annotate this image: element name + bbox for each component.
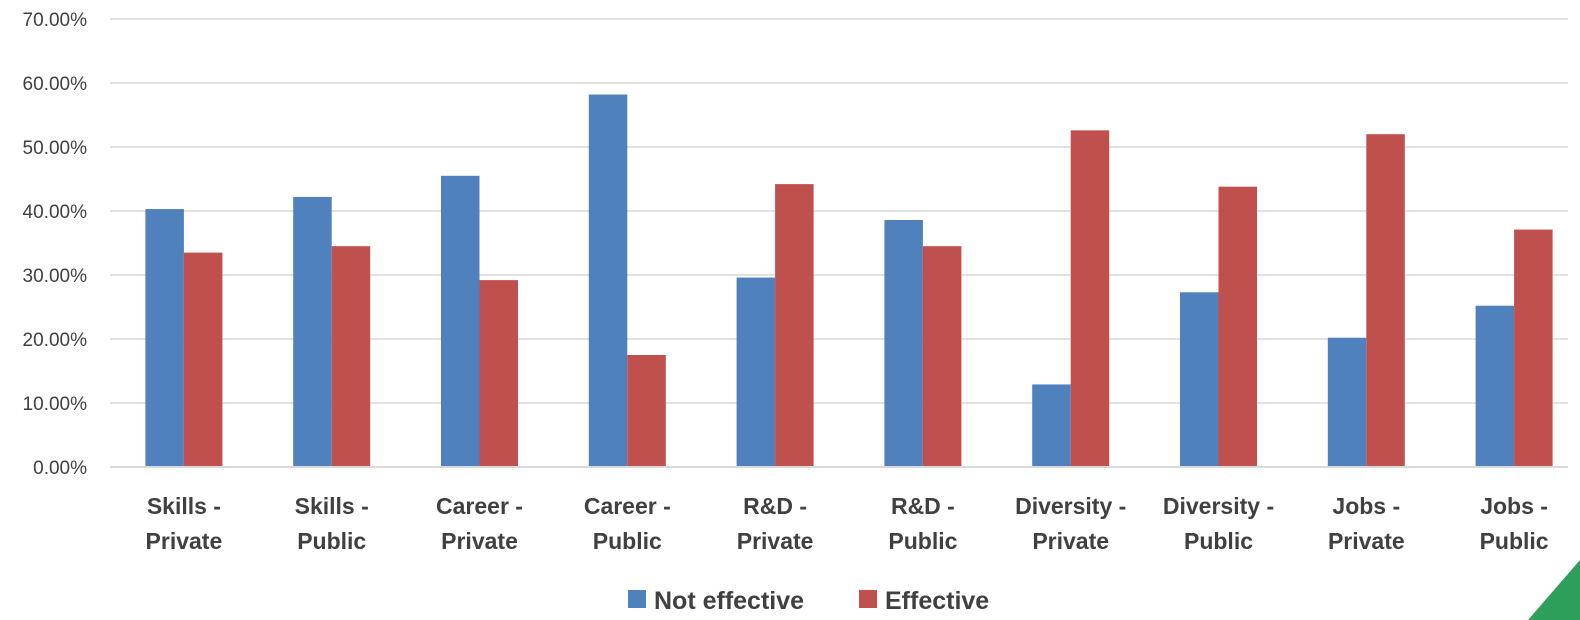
bar-effective	[479, 280, 518, 467]
x-category-label: R&D -Public	[888, 493, 957, 554]
y-tick-label: 40.00%	[23, 202, 88, 223]
x-category-label: Jobs -Private	[1328, 493, 1405, 554]
bar-not-effective	[145, 209, 184, 467]
x-axis-category-labels: Skills -Private Skills -Public Career -Pri…	[146, 493, 1549, 554]
x-category-label: Jobs -Public	[1480, 493, 1549, 554]
bar-effective	[331, 246, 371, 467]
bar-effective	[1218, 186, 1257, 467]
x-category-label: Diversity -Private	[1015, 493, 1126, 554]
y-tick-label: 70.00%	[23, 10, 88, 31]
bar-effective	[1070, 130, 1110, 468]
legend-swatch	[859, 590, 877, 608]
bar-effective	[1366, 134, 1405, 467]
bar-not-effective	[1475, 305, 1515, 467]
y-tick-label: 30.00%	[23, 266, 88, 287]
legend-label: Not effective	[654, 587, 804, 615]
bar-not-effective	[1032, 384, 1071, 467]
bar-not-effective	[588, 94, 628, 468]
bar-effective	[775, 184, 814, 467]
legend-label: Effective	[885, 587, 989, 615]
x-category-label: Career -Private	[436, 493, 523, 554]
bar-effective	[183, 252, 223, 467]
bar-not-effective	[1327, 337, 1367, 467]
bar-not-effective	[1180, 292, 1219, 467]
y-tick-label: 60.00%	[23, 74, 88, 95]
x-category-label: Career -Public	[584, 493, 671, 554]
y-tick-label: 20.00%	[23, 330, 88, 351]
x-category-label: Skills -Public	[295, 493, 369, 554]
x-category-label: Diversity -Public	[1163, 493, 1274, 554]
x-category-label: R&D -Private	[737, 493, 814, 554]
y-tick-label: 10.00%	[23, 394, 88, 415]
y-axis-ticks: 0.00% 10.00% 20.00% 30.00% 40.00% 50.00% 60.00…	[23, 10, 88, 479]
bar-not-effective	[441, 175, 480, 468]
x-category-label: Skills -Private	[146, 493, 223, 554]
legend: Not effective Effective	[628, 587, 989, 615]
bar-not-effective	[736, 277, 776, 467]
bars	[145, 94, 1553, 468]
corner-decoration	[1528, 560, 1580, 620]
bar-effective	[1514, 229, 1553, 467]
bar-not-effective	[884, 219, 923, 467]
bar-effective	[922, 246, 962, 467]
y-tick-label: 50.00%	[23, 138, 88, 159]
bar-not-effective	[293, 196, 332, 468]
legend-swatch	[628, 590, 646, 608]
bar-effective	[627, 355, 666, 467]
y-tick-label: 0.00%	[33, 458, 87, 479]
